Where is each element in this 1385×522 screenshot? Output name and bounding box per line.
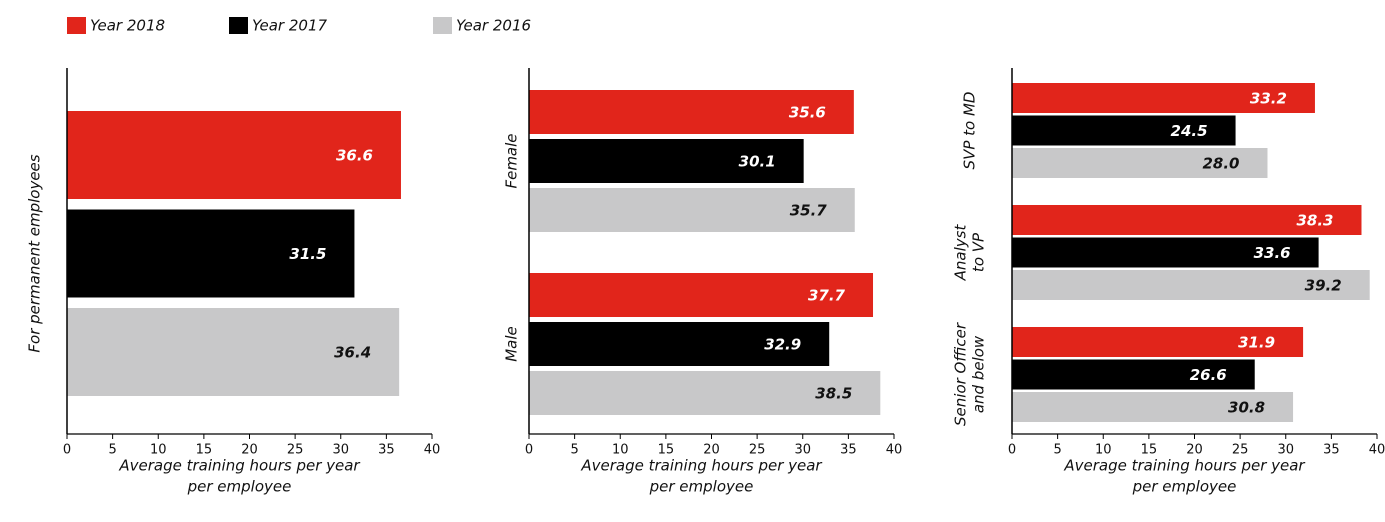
x-tick-label: 0 (525, 443, 533, 458)
data-label: 38.3 (1296, 212, 1333, 230)
data-label: 35.6 (789, 104, 826, 122)
bar (1012, 148, 1268, 178)
x-tick-label: 15 (196, 443, 213, 458)
category-label: For permanent employees (26, 154, 44, 352)
x-tick-label: 5 (570, 443, 578, 458)
bar (529, 139, 804, 183)
x-axis-title: Average training hours per year (580, 457, 822, 475)
x-axis-title: Average training hours per year (1063, 457, 1305, 475)
bar (67, 209, 355, 298)
x-tick-label: 30 (794, 443, 811, 458)
data-label: 24.5 (1171, 122, 1208, 140)
data-label: 35.7 (790, 202, 828, 220)
data-label: 33.6 (1254, 244, 1291, 262)
x-axis-title: per employee (187, 478, 292, 496)
x-tick-label: 15 (1141, 443, 1158, 458)
x-tick-label: 10 (612, 443, 629, 458)
x-axis-title: Average training hours per year (118, 457, 360, 475)
bar (1012, 327, 1304, 357)
category-label: Male (503, 326, 521, 362)
bar (1012, 359, 1255, 390)
category-label: Analyst (952, 224, 970, 282)
x-tick-label: 35 (840, 443, 857, 458)
data-label: 39.2 (1305, 277, 1342, 295)
x-tick-label: 0 (63, 443, 71, 458)
category-label: SVP to MD (961, 92, 979, 170)
bar (529, 371, 881, 415)
category-label: to VP (970, 232, 988, 272)
data-label: 30.8 (1228, 399, 1265, 417)
data-label: 32.9 (764, 336, 801, 354)
bar (1012, 270, 1370, 300)
bar (1012, 205, 1362, 235)
category-label: and below (970, 335, 988, 413)
data-label: 30.1 (739, 153, 776, 171)
x-tick-label: 20 (241, 443, 258, 458)
bar (529, 322, 830, 366)
x-tick-label: 20 (703, 443, 720, 458)
x-tick-label: 25 (287, 443, 304, 458)
data-label: 36.6 (336, 147, 373, 165)
x-tick-label: 10 (1095, 443, 1112, 458)
x-tick-label: 25 (749, 443, 766, 458)
legend-swatch (433, 17, 452, 34)
bar (67, 308, 400, 396)
bar (1012, 83, 1315, 113)
x-tick-label: 30 (332, 443, 349, 458)
bar (1012, 115, 1236, 146)
data-label: 28.0 (1202, 155, 1239, 173)
bar (529, 188, 855, 232)
category-label: Senior Officer (952, 322, 970, 426)
x-tick-label: 25 (1232, 443, 1249, 458)
x-axis-title: per employee (1132, 478, 1237, 496)
bar (529, 273, 874, 317)
x-tick-label: 40 (1369, 443, 1385, 458)
x-tick-label: 40 (424, 443, 441, 458)
x-tick-label: 30 (1277, 443, 1294, 458)
legend-swatch (67, 17, 86, 34)
data-label: 26.6 (1190, 366, 1227, 384)
data-label: 38.5 (815, 385, 852, 403)
x-tick-label: 40 (886, 443, 903, 458)
category-label: Female (503, 133, 521, 188)
data-label: 33.2 (1250, 90, 1287, 108)
data-label: 31.9 (1238, 334, 1275, 352)
x-tick-label: 15 (658, 443, 675, 458)
legend-label: Year 2017 (252, 17, 328, 35)
data-label: 36.4 (334, 344, 371, 362)
legend-label: Year 2018 (90, 17, 165, 35)
bar (1012, 392, 1294, 422)
bar (1012, 237, 1319, 268)
x-tick-label: 5 (1053, 443, 1061, 458)
legend-label: Year 2016 (456, 17, 531, 35)
data-label: 37.7 (808, 287, 846, 305)
x-tick-label: 35 (378, 443, 395, 458)
legend-swatch (229, 17, 248, 34)
x-tick-label: 0 (1008, 443, 1016, 458)
x-tick-label: 5 (108, 443, 116, 458)
data-label: 31.5 (289, 245, 326, 263)
x-tick-label: 35 (1323, 443, 1340, 458)
bar (529, 90, 854, 134)
x-tick-label: 20 (1186, 443, 1203, 458)
x-axis-title: per employee (649, 478, 754, 496)
x-tick-label: 10 (150, 443, 167, 458)
bar (67, 111, 401, 199)
